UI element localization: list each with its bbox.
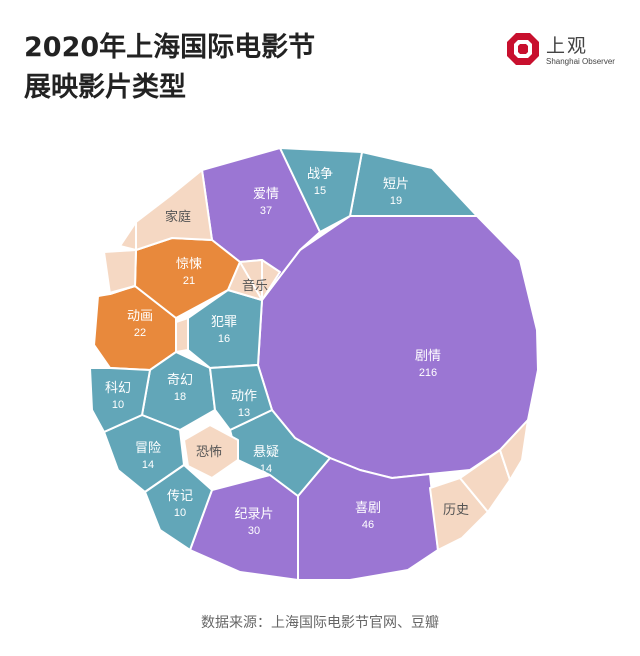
genre-count-label: 30 [248, 525, 260, 537]
genre-name-label: 科幻 [105, 381, 131, 396]
genre-count-label: 16 [218, 333, 230, 345]
genre-count-label: 37 [260, 205, 272, 217]
genre-name-label: 喜剧 [355, 501, 381, 516]
genre-count-label: 18 [174, 391, 186, 403]
genre-cell-unlabeled-24 [499, 419, 529, 481]
labels-layer: 剧情 216 喜剧 46 爱情 37 纪录片 30 动画 22 惊悚 21 短片 19 奇幻 18 犯罪 16 战争… [105, 167, 469, 537]
genre-count-label: 13 [238, 407, 250, 419]
genre-cell-13 [89, 367, 151, 433]
genre-name-label: 短片 [383, 177, 409, 192]
logo-name: 上观 [546, 35, 589, 57]
genre-name-label: 纪录片 [234, 507, 273, 522]
shanghai-observer-logo: 上观 Shanghai Observer [506, 30, 626, 74]
genre-name-label: 历史 [443, 503, 469, 518]
genre-cell-9 [279, 147, 363, 233]
logo-subtitle: Shanghai Observer [546, 57, 615, 66]
genre-cell-unlabeled-20 [119, 221, 137, 251]
genre-count-label: 216 [419, 367, 437, 379]
genre-name-label: 冒险 [135, 441, 161, 456]
genre-name-label: 爱情 [253, 187, 279, 202]
genre-cell-unlabeled-22 [239, 259, 263, 301]
source-note: 数据来源：上海国际电影节官网、豆瓣 [201, 615, 439, 631]
genre-count-label: 15 [314, 185, 326, 197]
genre-count-label: 46 [362, 519, 374, 531]
genre-count-label: 21 [183, 275, 195, 287]
genre-count-label: 14 [142, 459, 154, 471]
genre-cell-14 [144, 464, 213, 551]
genre-cell-17 [183, 424, 239, 479]
genre-name-label: 动画 [127, 309, 153, 324]
genre-name-label: 动作 [231, 389, 257, 404]
genre-name-label: 传记 [167, 489, 193, 504]
genre-cell-18 [429, 477, 489, 551]
genre-name-label: 悬疑 [253, 444, 279, 460]
genre-cell-0 [257, 215, 539, 479]
genre-name-label: 犯罪 [211, 315, 237, 330]
chart-title: 2020年上海国际电影节 展映影片类型 [24, 28, 315, 108]
chart-title-line-1: 2020年上海国际电影节 [24, 32, 316, 63]
genre-cell-unlabeled-25 [97, 285, 136, 297]
genre-cell-12 [209, 364, 273, 431]
genre-cell-unlabeled-21 [175, 317, 189, 353]
genre-count-label: 10 [112, 399, 124, 411]
logo-hexagon-icon [507, 33, 539, 65]
genre-count-label: 14 [260, 463, 272, 475]
genre-cell-11 [229, 409, 331, 497]
genre-name-label: 剧情 [415, 349, 441, 364]
genre-name-label: 惊悚 [176, 257, 202, 272]
genre-name-label: 战争 [307, 167, 333, 182]
genre-cell-6 [349, 151, 478, 217]
genre-count-label: 22 [134, 327, 146, 339]
genre-name-label: 恐怖 [196, 444, 222, 460]
genre-name-label: 家庭 [165, 209, 191, 225]
genre-count-label: 10 [174, 507, 186, 519]
cells-layer [89, 147, 539, 581]
chart-title-line-2: 展映影片类型 [24, 72, 186, 103]
genre-count-label: 19 [390, 195, 402, 207]
genre-name-label: 音乐 [242, 278, 268, 294]
genre-name-label: 奇幻 [167, 372, 193, 388]
